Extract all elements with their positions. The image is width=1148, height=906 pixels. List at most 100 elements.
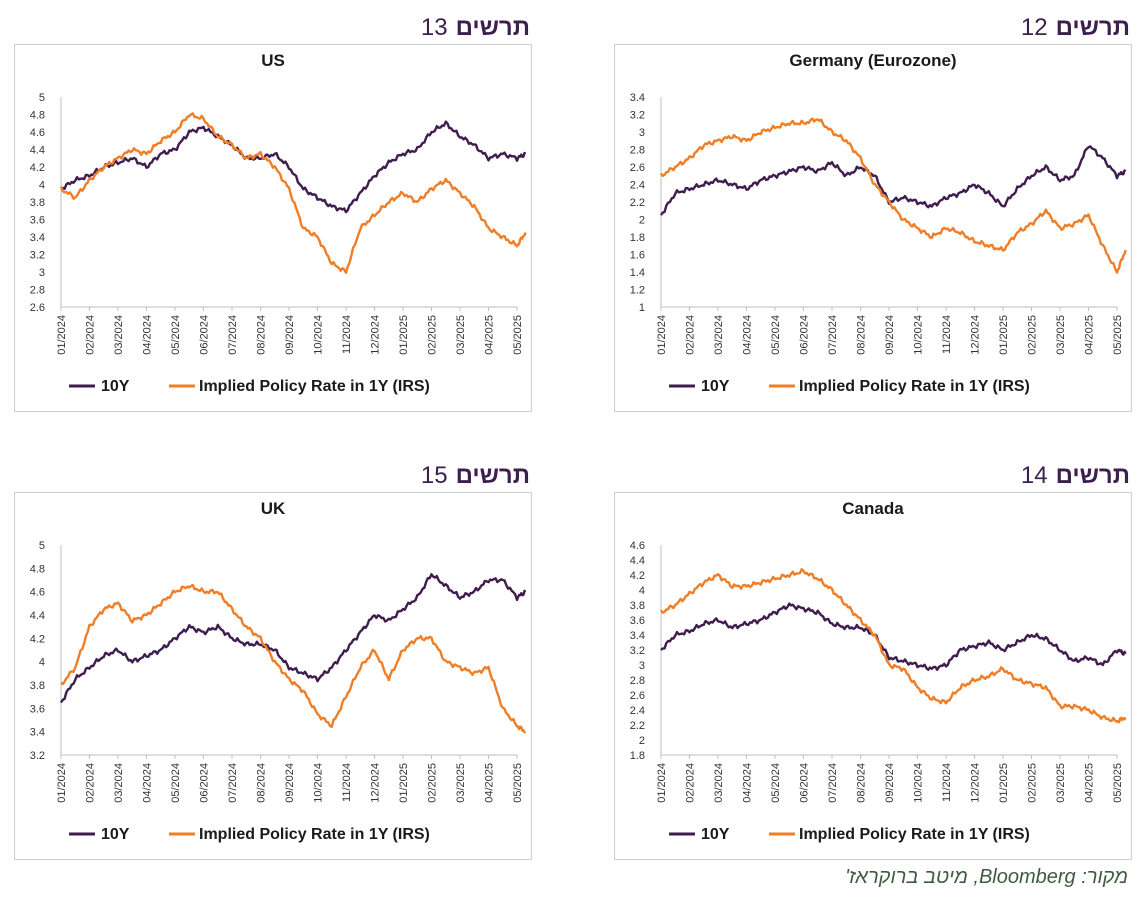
x-tick-label: 08/2024 — [256, 315, 268, 355]
y-tick-label: 1.8 — [630, 232, 645, 244]
y-tick-label: 2.4 — [630, 705, 645, 717]
x-tick-label: 05/2024 — [770, 315, 782, 355]
x-tick-label: 06/2024 — [199, 315, 211, 355]
series-line-10y — [60, 120, 527, 214]
x-tick-label: 05/2025 — [512, 763, 524, 803]
x-tick-label: 09/2024 — [284, 315, 296, 355]
legend-label-10y: 10Y — [701, 378, 730, 395]
x-tick-label: 07/2024 — [827, 763, 839, 803]
x-tick-label: 07/2024 — [227, 763, 239, 803]
chart-title: UK — [261, 499, 286, 518]
series-line-10y — [60, 573, 527, 704]
x-tick-label: 08/2024 — [856, 315, 868, 355]
y-tick-label: 4 — [639, 585, 645, 597]
x-tick-label: 06/2024 — [199, 763, 211, 803]
x-tick-label: 02/2025 — [427, 763, 439, 803]
x-tick-label: 09/2024 — [884, 315, 896, 355]
legend-label-irs: Implied Policy Rate in 1Y (IRS) — [799, 826, 1030, 843]
y-tick-label: 4.2 — [630, 570, 645, 582]
y-tick-label: 3.2 — [30, 750, 45, 762]
figure-heading-12: תרשים 12 — [1000, 14, 1130, 44]
y-tick-label: 2.6 — [30, 302, 45, 314]
x-tick-label: 04/2025 — [484, 315, 496, 355]
series-line-irs — [660, 568, 1127, 724]
y-tick-label: 1.6 — [630, 250, 645, 262]
x-tick-label: 05/2025 — [1112, 763, 1124, 803]
y-tick-label: 3.4 — [30, 232, 45, 244]
y-tick-label: 2.4 — [630, 180, 645, 192]
x-tick-label: 10/2024 — [313, 763, 325, 803]
x-tick-label: 03/2024 — [113, 763, 125, 803]
x-tick-label: 08/2024 — [256, 763, 268, 803]
y-tick-label: 4.6 — [630, 540, 645, 552]
x-tick-label: 01/2025 — [998, 315, 1010, 355]
y-tick-label: 4.2 — [30, 633, 45, 645]
x-tick-label: 01/2024 — [656, 763, 668, 803]
y-tick-label: 3.8 — [30, 680, 45, 692]
chart-uk: UK 3.2 3.4 3.6 3.8 4 4.2 4.4 4.6 4.8 5 01/2024 02/20… — [30, 499, 527, 843]
y-tick-label: 3.6 — [30, 703, 45, 715]
x-tick-label: 11/2024 — [341, 763, 353, 802]
legend-label-10y: 10Y — [101, 826, 130, 843]
figure-number: 12 — [1020, 14, 1048, 41]
x-tick-label: 11/2024 — [341, 315, 353, 354]
x-tick-label: 02/2024 — [85, 315, 97, 355]
y-tick-label: 2.6 — [630, 690, 645, 702]
chart-canada: Canada 1.8 2 2.2 2.4 2.6 2.8 3 3.2 3.4 3.6 3.8 4 4.2 4… — [630, 499, 1127, 843]
y-tick-label: 2.2 — [630, 197, 645, 209]
y-tick-label: 3.4 — [30, 727, 45, 739]
y-tick-label: 4 — [39, 180, 45, 192]
y-tick-label: 4.8 — [30, 563, 45, 575]
y-tick-label: 5 — [39, 92, 45, 104]
y-tick-label: 4.6 — [30, 587, 45, 599]
y-tick-label: 2.8 — [630, 675, 645, 687]
y-tick-label: 4 — [39, 657, 45, 669]
y-tick-label: 4.6 — [30, 127, 45, 139]
x-tick-label: 10/2024 — [913, 763, 925, 803]
y-tick-label: 2.8 — [30, 285, 45, 297]
x-tick-label: 08/2024 — [856, 763, 868, 803]
y-tick-label: 3.6 — [30, 215, 45, 227]
series-line-irs — [59, 112, 527, 275]
series-line-irs — [660, 117, 1127, 274]
x-tick-label: 10/2024 — [913, 315, 925, 355]
y-tick-label: 4.4 — [30, 145, 45, 157]
legend-label-irs: Implied Policy Rate in 1Y (IRS) — [199, 826, 430, 843]
chart-germany: Germany (Eurozone) 1 1.2 1.4 1.6 1.8 2 2.2 2.4 2.… — [630, 51, 1127, 395]
x-tick-label: 02/2024 — [685, 763, 697, 803]
chart-title: US — [261, 51, 285, 70]
x-tick-label: 09/2024 — [884, 763, 896, 803]
x-tick-label: 11/2024 — [941, 763, 953, 802]
series-line-irs — [60, 583, 527, 734]
x-tick-label: 03/2024 — [713, 763, 725, 803]
x-tick-label: 05/2024 — [170, 763, 182, 803]
chart-panel-canada: Canada 1.8 2 2.2 2.4 2.6 2.8 3 3.2 3.4 3.6 3.8 4 4.2 4… — [614, 492, 1132, 860]
y-tick-label: 3 — [39, 267, 45, 279]
chart-us: US 2.6 2.8 3 3.2 3.4 3.6 3.8 4 4.2 4.4 4.6 4.8 5 01/20… — [30, 51, 527, 395]
x-tick-label: 01/2025 — [398, 763, 410, 803]
y-tick-label: 1.4 — [630, 267, 645, 279]
x-tick-label: 05/2024 — [170, 315, 182, 355]
y-tick-label: 3 — [639, 127, 645, 139]
y-tick-label: 1.2 — [630, 285, 645, 297]
chart-title: Canada — [842, 499, 904, 518]
y-tick-label: 3.2 — [30, 250, 45, 262]
x-tick-label: 01/2024 — [656, 315, 668, 355]
chart-panel-us: US 2.6 2.8 3 3.2 3.4 3.6 3.8 4 4.2 4.4 4.6 4.8 5 01/20… — [14, 44, 532, 412]
x-tick-label: 04/2024 — [742, 315, 754, 355]
y-tick-label: 2 — [639, 735, 645, 747]
y-tick-label: 1 — [639, 302, 645, 314]
figure-heading-14: תרשים 14 — [1000, 462, 1130, 492]
x-tick-label: 02/2024 — [685, 315, 697, 355]
y-tick-label: 4.4 — [630, 555, 645, 567]
x-tick-label: 10/2024 — [313, 315, 325, 355]
y-tick-label: 2.2 — [630, 720, 645, 732]
figure-heading-13: תרשים 13 — [400, 14, 530, 44]
series-line-10y — [660, 145, 1127, 216]
y-tick-label: 3.4 — [630, 630, 645, 642]
figure-heading-15: תרשים 15 — [400, 462, 530, 492]
y-tick-label: 3.8 — [630, 600, 645, 612]
x-tick-label: 12/2024 — [370, 315, 382, 355]
y-tick-label: 3.8 — [30, 197, 45, 209]
x-tick-label: 04/2024 — [742, 763, 754, 803]
